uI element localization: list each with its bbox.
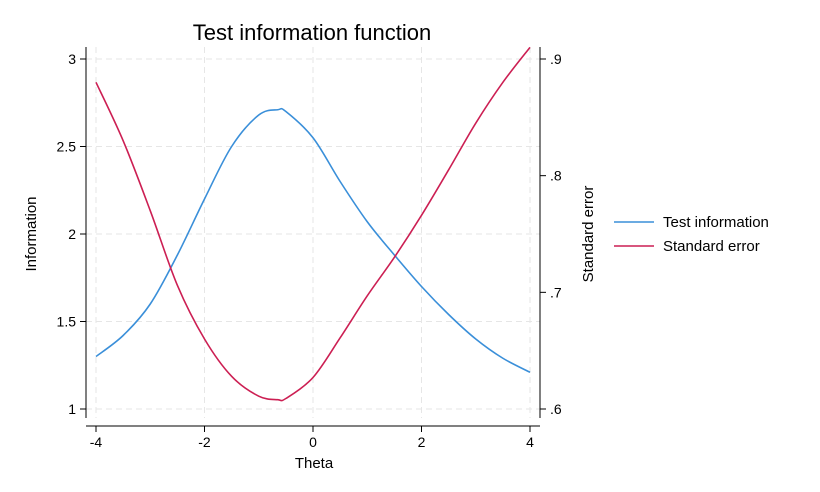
y2-axis-title: Standard error: [580, 186, 597, 283]
y2-tick-label: .6: [550, 401, 562, 417]
y-tick-label: 1: [68, 401, 76, 417]
x-axis-title: Theta: [295, 455, 334, 472]
x-tick-label: 4: [526, 434, 534, 450]
y-axis-title: Information: [23, 196, 40, 271]
legend-label-standard-error: Standard error: [663, 238, 760, 255]
y2-tick-label: .9: [550, 51, 562, 67]
x-tick-label: 2: [418, 434, 426, 450]
series-line-test-information: [95, 107, 531, 373]
x-tick-label: 0: [309, 434, 317, 450]
tick-labels: 1 1.5 2 2.5 3 -4 -2 0 2 4 .6 .7 .8 .9: [57, 51, 562, 450]
chart-title: Test information function: [193, 20, 431, 45]
series-lines: [95, 46, 531, 402]
y-tick-label: 2: [68, 226, 76, 242]
legend-label-test-information: Test information: [663, 214, 769, 231]
grid: [86, 47, 540, 418]
y-tick-label: 2.5: [57, 139, 77, 155]
series-line-standard-error: [95, 46, 531, 402]
x-tick-label: -2: [198, 434, 211, 450]
y-tick-label: 1.5: [57, 314, 77, 330]
legend: Test information Standard error: [614, 214, 769, 255]
y2-tick-label: .7: [550, 284, 562, 300]
x-tick-label: -4: [90, 434, 103, 450]
y-tick-label: 3: [68, 51, 76, 67]
y2-tick-label: .8: [550, 168, 562, 184]
